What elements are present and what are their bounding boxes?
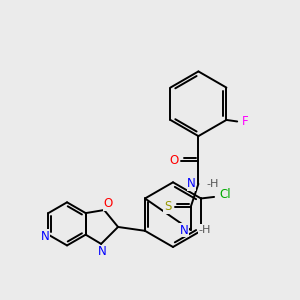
Text: -H: -H [198, 225, 211, 235]
Text: N: N [41, 230, 50, 243]
Text: N: N [187, 177, 196, 190]
Text: S: S [164, 200, 171, 213]
Text: O: O [103, 197, 113, 210]
Text: O: O [169, 154, 178, 167]
Text: N: N [98, 245, 107, 258]
Text: Cl: Cl [219, 188, 231, 201]
Text: N: N [179, 224, 188, 236]
Text: F: F [242, 115, 248, 128]
Text: -H: -H [206, 179, 218, 189]
